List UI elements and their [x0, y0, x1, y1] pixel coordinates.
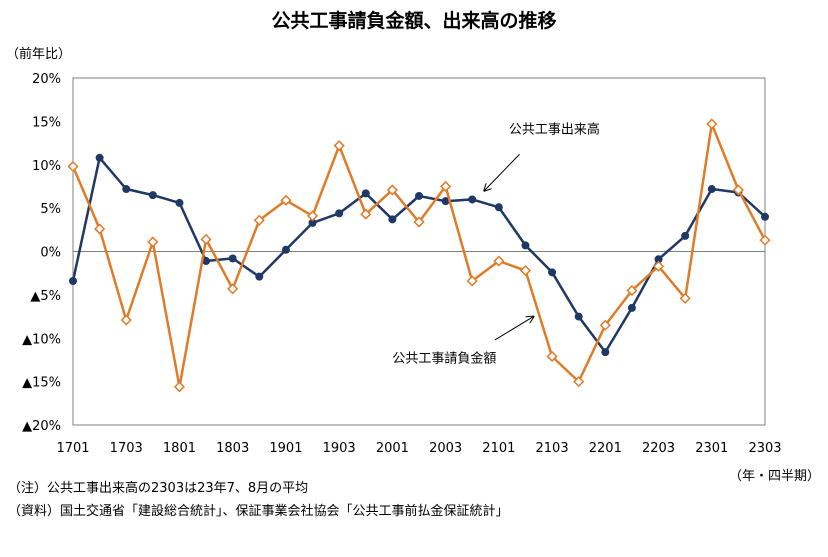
x-tick-label: 2003 — [429, 441, 462, 456]
x-tick-label: 2201 — [589, 441, 622, 456]
data-point — [654, 255, 663, 264]
data-point — [67, 160, 79, 173]
data-point — [494, 203, 503, 212]
data-point — [95, 153, 104, 162]
data-point — [732, 184, 744, 196]
data-point — [122, 185, 131, 194]
data-point — [574, 312, 583, 321]
x-tick-label: 1701 — [56, 441, 89, 456]
data-point — [413, 216, 425, 228]
data-point — [759, 234, 771, 246]
x-tick-labels: 1701 1703 1801 1803 1901 1903 2001 2003 2101 2103… — [56, 441, 781, 456]
data-point — [681, 231, 690, 240]
data-point — [281, 245, 290, 254]
data-point — [253, 214, 265, 226]
x-tick-label: 2001 — [376, 441, 409, 456]
data-point — [148, 191, 157, 200]
data-point — [468, 195, 477, 204]
data-point — [228, 254, 237, 263]
data-point — [626, 284, 638, 297]
data-point — [679, 292, 691, 304]
y-axis-title: （前年比） — [6, 46, 71, 62]
data-point — [761, 212, 769, 221]
annotation-output-label: 公共工事出来高 — [509, 122, 600, 138]
data-point — [388, 215, 397, 224]
data-point — [335, 209, 344, 218]
data-point — [627, 303, 636, 312]
data-point — [493, 255, 505, 267]
series-group — [67, 118, 771, 393]
y-tick-label: ▲15% — [22, 376, 61, 391]
data-point — [308, 218, 317, 227]
data-point — [333, 140, 345, 152]
data-point — [386, 184, 398, 196]
chart-title: 公共工事請負金額、出来高の推移 — [271, 10, 557, 32]
data-point — [202, 257, 211, 266]
y-tick-label: ▲20% — [22, 419, 61, 434]
data-point — [707, 185, 716, 194]
x-tick-label: 2101 — [482, 441, 515, 456]
data-point — [599, 319, 611, 331]
data-point — [652, 260, 665, 272]
annotation-contract-label: 公共工事請負金額 — [392, 351, 496, 367]
x-tick-label: 1703 — [110, 441, 143, 456]
x-tick-label: 2303 — [748, 441, 781, 456]
y-tick-label: 0% — [40, 246, 61, 261]
y-tick-label: 5% — [40, 202, 61, 217]
y-tick-label: ▲5% — [30, 289, 61, 304]
y-tick-label: 20% — [32, 72, 61, 87]
annotations: 公共工事出来高 公共工事請負金額 — [392, 122, 599, 367]
data-point — [175, 198, 184, 207]
x-tick-label: 2103 — [536, 441, 569, 456]
y-axis-title-text: （前年比） — [6, 46, 71, 62]
data-point — [573, 376, 585, 388]
data-point — [227, 283, 239, 295]
data-point — [440, 180, 452, 192]
data-point — [200, 233, 212, 245]
data-point — [546, 350, 558, 363]
source-text: （資料）国土交通省「建設総合統計」、保証事業会社協会「公共工事前払金保証統計」 — [8, 504, 509, 519]
x-tick-label: 2301 — [695, 441, 728, 456]
data-point — [441, 197, 450, 206]
x-tick-label: 1903 — [323, 441, 356, 456]
data-point — [521, 241, 530, 250]
data-point — [69, 276, 77, 285]
y-tick-label: ▲10% — [22, 332, 61, 347]
data-point — [361, 189, 370, 198]
data-point — [466, 275, 478, 287]
data-point — [94, 223, 106, 235]
plot-area — [72, 77, 766, 426]
x-axis-title: （年・四半期） — [729, 469, 820, 484]
x-tick-label: 1803 — [216, 441, 249, 456]
note-text: （注）公共工事出来高の2303は23年7、8月の平均 — [8, 481, 309, 496]
x-tick-label: 2203 — [642, 441, 675, 456]
data-point — [120, 314, 132, 326]
data-point — [601, 348, 610, 357]
data-point — [147, 236, 159, 248]
data-point — [415, 191, 423, 200]
data-point — [306, 210, 319, 222]
data-point — [519, 265, 532, 277]
y-tick-label: 15% — [32, 115, 61, 130]
series-line — [71, 156, 766, 354]
annotation-contract-arrow — [494, 317, 534, 341]
data-point — [706, 118, 718, 130]
annotation-output-arrow — [484, 153, 520, 190]
data-point — [360, 208, 372, 220]
x-tick-label: 1901 — [269, 441, 302, 456]
data-point — [173, 381, 186, 393]
data-point — [280, 194, 292, 206]
y-tick-label: 10% — [32, 159, 61, 174]
y-tick-labels: 20% 15% 10% 5% 0% ▲5% ▲10% ▲15% ▲20% — [22, 72, 61, 434]
data-point — [548, 268, 557, 277]
x-tick-label: 1801 — [163, 441, 196, 456]
data-point — [255, 272, 264, 281]
